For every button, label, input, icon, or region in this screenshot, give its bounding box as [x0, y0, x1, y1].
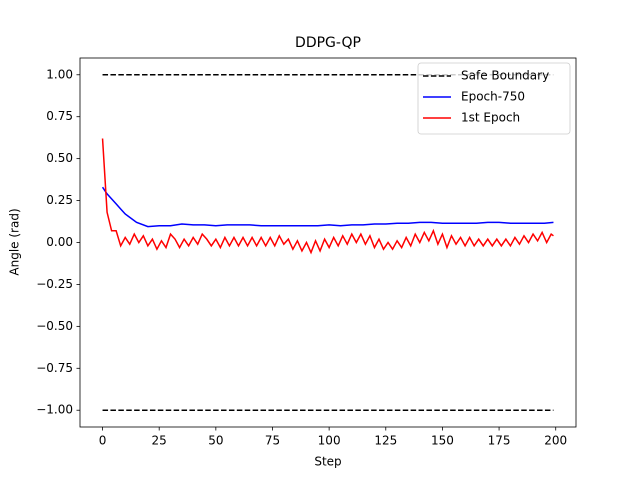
x-tick-label: 150: [431, 434, 454, 448]
y-tick-label: −0.25: [36, 277, 73, 291]
y-tick-label: 0.25: [46, 193, 73, 207]
y-axis-label: Angle (rad): [8, 208, 22, 275]
legend-label: Safe Boundary: [461, 69, 549, 83]
line-series: [101, 138, 554, 255]
x-tick-label: 0: [99, 434, 107, 448]
x-tick-label: 75: [265, 434, 280, 448]
line-series: [101, 186, 554, 228]
y-tick-label: 1.00: [46, 67, 73, 81]
x-tick-label: 25: [152, 434, 167, 448]
x-tick-label: 200: [544, 434, 567, 448]
x-tick-label: 50: [208, 434, 223, 448]
legend-label: Epoch-750: [461, 90, 525, 104]
y-tick-label: 0.50: [46, 151, 73, 165]
x-tick-label: 125: [374, 434, 397, 448]
y-tick-label: −0.50: [36, 319, 73, 333]
x-tick-label: 175: [488, 434, 511, 448]
y-tick-label: −1.00: [36, 403, 73, 417]
y-tick-label: −0.75: [36, 361, 73, 375]
y-tick-label: 0.75: [46, 109, 73, 123]
x-tick-label: 100: [318, 434, 341, 448]
legend-label: 1st Epoch: [461, 111, 520, 125]
plot-frame: [79, 57, 577, 428]
legend-box: [417, 62, 571, 135]
y-tick-label: 0.00: [46, 235, 73, 249]
x-axis-label: Step: [314, 455, 341, 469]
chart-title: DDPG-QP: [295, 35, 361, 51]
